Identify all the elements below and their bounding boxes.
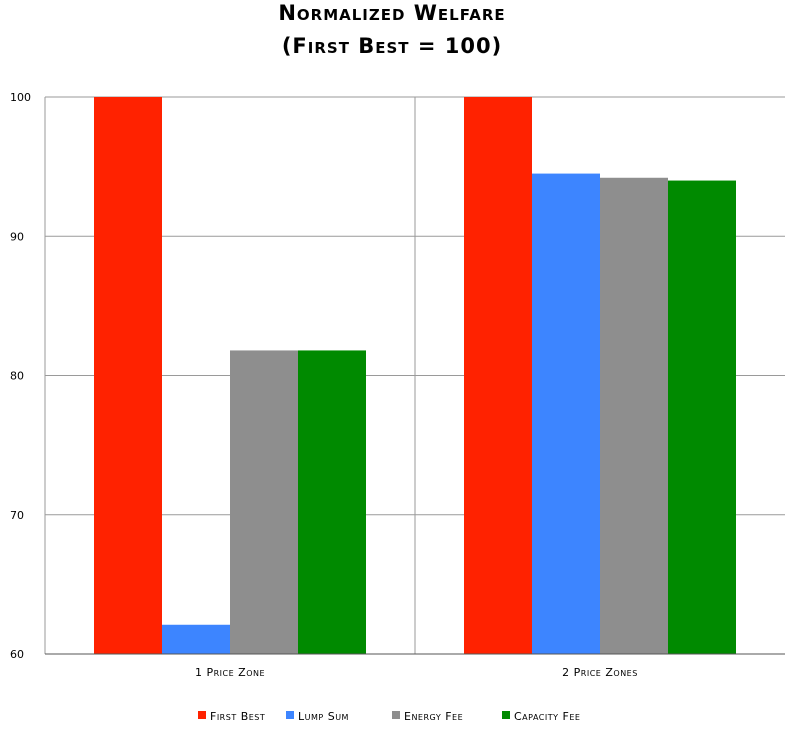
chart-title-line-2: (First Best = 100) (282, 34, 502, 58)
y-tick-label: 80 (10, 370, 24, 383)
bar-energy-fee-2 (600, 177, 668, 654)
bars-layer (94, 97, 736, 655)
grid-layer (44, 96, 785, 655)
bar-energy-fee-1 (230, 350, 298, 654)
x-category-label: 1 Price Zone (195, 666, 265, 679)
axis-layer: 60 70 80 90 100 1 Price Zone 2 Price Zones (10, 91, 785, 679)
y-tick-label: 90 (10, 230, 24, 243)
legend-label-lump-sum: Lump Sum (298, 710, 349, 723)
x-category-label: 2 Price Zones (562, 666, 638, 679)
chart-title-line-1: Normalized Welfare (278, 1, 505, 25)
bar-lump-sum-1 (162, 624, 230, 654)
legend-label-first-best: First Best (210, 710, 265, 723)
legend-swatch-lump-sum (286, 711, 294, 719)
bar-capacity-fee-2 (668, 180, 736, 655)
bar-first-best-1 (94, 97, 162, 654)
legend-swatch-energy-fee (392, 711, 400, 719)
y-tick-label: 70 (10, 509, 24, 522)
legend-label-capacity-fee: Capacity Fee (514, 710, 580, 723)
bar-capacity-fee-1 (298, 350, 366, 654)
bar-first-best-2 (464, 97, 532, 654)
legend-swatch-capacity-fee (502, 711, 510, 719)
y-tick-label: 60 (10, 648, 24, 661)
y-tick-label: 100 (10, 91, 31, 104)
bar-lump-sum-2 (532, 173, 600, 654)
legend-label-energy-fee: Energy Fee (404, 710, 463, 723)
legend-swatch-first-best (198, 711, 206, 719)
legend: First Best Lump Sum Energy Fee Capacity Fee (198, 710, 580, 723)
